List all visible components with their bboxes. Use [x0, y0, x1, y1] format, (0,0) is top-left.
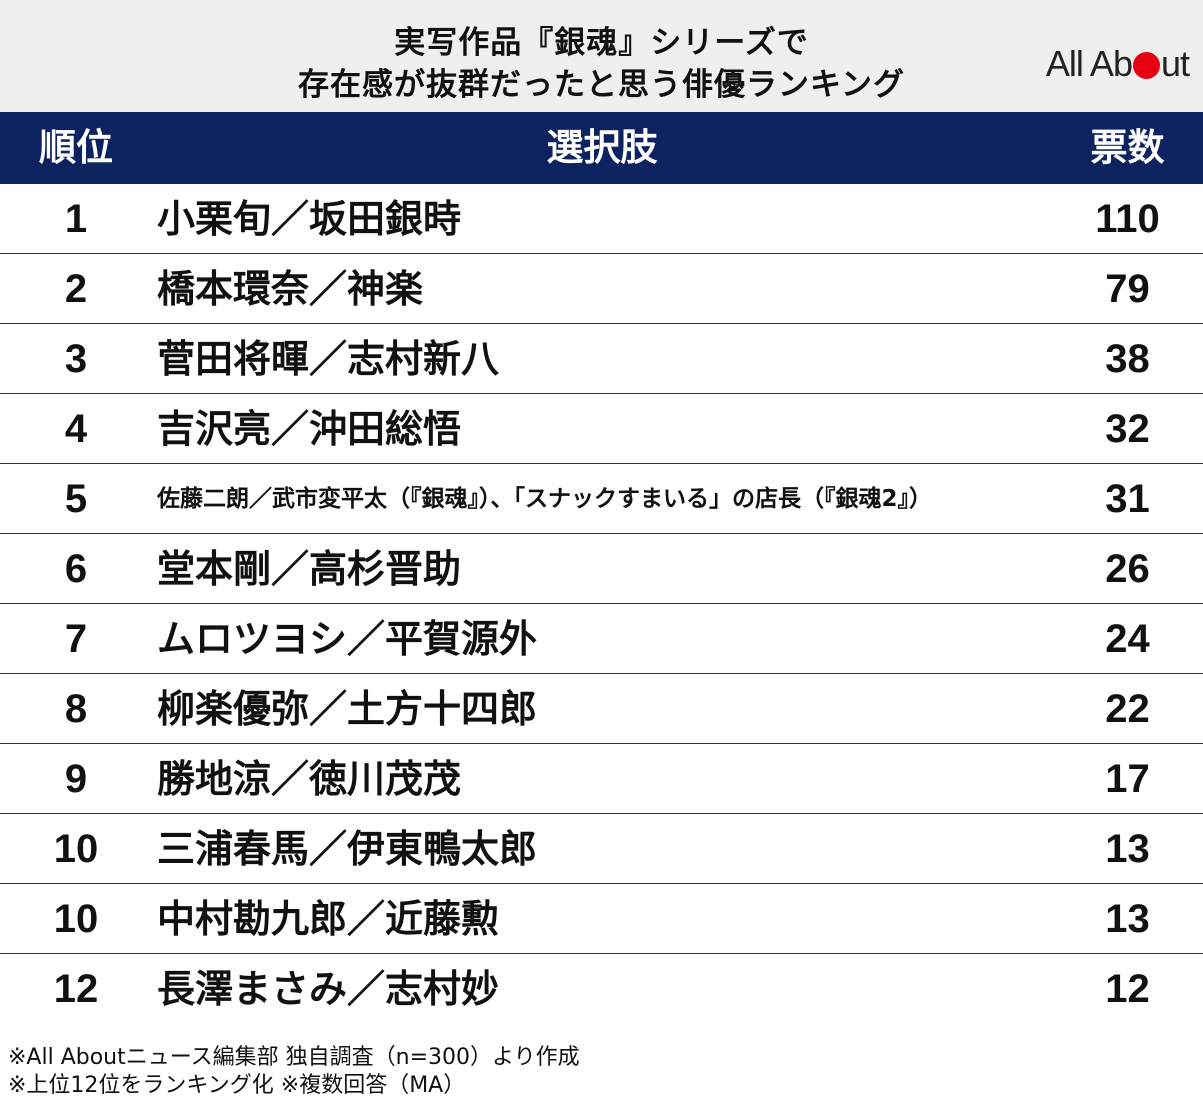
title-line-1: 実写作品『銀魂』シリーズで [394, 25, 809, 61]
logo-red-dot-icon [1132, 51, 1160, 79]
votes-cell: 110 [1095, 197, 1160, 241]
table-row: 6 堂本剛／高杉晋助 26 [0, 534, 1203, 604]
table-row: 10 三浦春馬／伊東鴨太郎 13 [0, 814, 1203, 884]
votes-cell: 38 [1105, 337, 1150, 381]
choice-cell: 橋本環奈／神楽 [157, 267, 424, 311]
footnote-source: ※All Aboutニュース編集部 独自調査（n=300）より作成 [8, 1045, 580, 1070]
choice-cell: 三浦春馬／伊東鴨太郎 [157, 827, 538, 871]
rank-cell: 9 [64, 757, 88, 801]
choice-cell: 柳楽優弥／土方十四郎 [157, 687, 538, 731]
rank-cell: 1 [64, 197, 88, 241]
votes-cell: 31 [1105, 477, 1150, 521]
choice-cell: 菅田将暉／志村新八 [157, 337, 500, 381]
choice-cell: 吉沢亮／沖田総悟 [157, 407, 462, 451]
ranking-table-body: 1 小栗旬／坂田銀時 110 2 橋本環奈／神楽 79 3 菅田将暉／志村新八 38 4 吉沢亮／沖… [0, 184, 1203, 1024]
table-row: 5 佐藤二朗／武市変平太（『銀魂』）、「スナックすまいる」の店長（『銀魂2』） 31 [0, 464, 1203, 534]
header-choice: 選択肢 [546, 126, 658, 169]
rank-cell: 4 [64, 407, 88, 451]
table-row: 2 橋本環奈／神楽 79 [0, 254, 1203, 324]
choice-cell: ムロツヨシ／平賀源外 [157, 617, 538, 661]
table-row: 7 ムロツヨシ／平賀源外 24 [0, 604, 1203, 674]
footnotes: ※All Aboutニュース編集部 独自調査（n=300）より作成 ※上位12位… [8, 1044, 580, 1100]
votes-cell: 26 [1105, 547, 1150, 591]
votes-cell: 32 [1105, 407, 1150, 451]
votes-cell: 22 [1105, 687, 1150, 731]
title-line-2: 存在感が抜群だったと思う俳優ランキング [297, 67, 906, 103]
title-band: 実写作品『銀魂』シリーズで 存在感が抜群だったと思う俳優ランキング All Ab… [0, 0, 1203, 112]
votes-cell: 17 [1105, 757, 1150, 801]
footnote-note: ※上位12位をランキング化 ※複数回答（MA） [8, 1073, 466, 1098]
choice-cell: 佐藤二朗／武市変平太（『銀魂』）、「スナックすまいる」の店長（『銀魂2』） [157, 486, 933, 512]
table-header: 順位 選択肢 票数 [0, 112, 1203, 184]
table-row: 12 長澤まさみ／志村妙 12 [0, 954, 1203, 1024]
votes-cell: 24 [1105, 617, 1150, 661]
rank-cell: 10 [53, 827, 99, 871]
header-votes: 票数 [1090, 126, 1165, 169]
table-row: 8 柳楽優弥／土方十四郎 22 [0, 674, 1203, 744]
choice-cell: 長澤まさみ／志村妙 [157, 967, 500, 1011]
votes-cell: 12 [1105, 967, 1150, 1011]
allabout-logo: All Ab ut [1045, 43, 1190, 84]
rank-cell: 10 [53, 897, 99, 941]
table-row: 4 吉沢亮／沖田総悟 32 [0, 394, 1203, 464]
rank-cell: 7 [64, 617, 88, 661]
logo-text-right: ut [1160, 43, 1190, 84]
choice-cell: 勝地涼／徳川茂茂 [157, 757, 462, 801]
rank-cell: 12 [53, 967, 99, 1011]
votes-cell: 13 [1105, 827, 1150, 871]
votes-cell: 79 [1105, 267, 1150, 311]
header-rank: 順位 [39, 126, 113, 169]
rank-cell: 2 [64, 267, 88, 311]
choice-cell: 小栗旬／坂田銀時 [157, 197, 462, 241]
logo-text-left: All Ab [1045, 43, 1133, 84]
choice-cell: 堂本剛／高杉晋助 [157, 547, 462, 591]
rank-cell: 5 [64, 477, 88, 521]
table-row: 10 中村勘九郎／近藤勲 13 [0, 884, 1203, 954]
table-row: 9 勝地涼／徳川茂茂 17 [0, 744, 1203, 814]
rank-cell: 6 [64, 547, 88, 591]
chart-title: 実写作品『銀魂』シリーズで 存在感が抜群だったと思う俳優ランキング [0, 22, 1203, 106]
rank-cell: 8 [64, 687, 88, 731]
table-row: 3 菅田将暉／志村新八 38 [0, 324, 1203, 394]
votes-cell: 13 [1105, 897, 1150, 941]
choice-cell: 中村勘九郎／近藤勲 [157, 897, 500, 941]
rank-cell: 3 [64, 337, 88, 381]
table-row: 1 小栗旬／坂田銀時 110 [0, 184, 1203, 254]
